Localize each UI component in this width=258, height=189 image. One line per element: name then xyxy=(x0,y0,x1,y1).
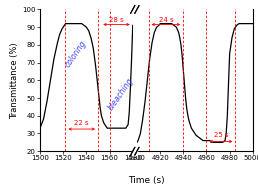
Y-axis label: Transmittance (%): Transmittance (%) xyxy=(11,42,20,119)
Text: coloring: coloring xyxy=(63,39,88,69)
Text: 22 s: 22 s xyxy=(74,119,89,125)
Text: bleaching: bleaching xyxy=(107,77,135,112)
Text: Time (s): Time (s) xyxy=(128,176,165,185)
Text: 24 s: 24 s xyxy=(159,17,173,23)
Text: 28 s: 28 s xyxy=(109,17,124,23)
Text: 25 s: 25 s xyxy=(214,132,228,138)
